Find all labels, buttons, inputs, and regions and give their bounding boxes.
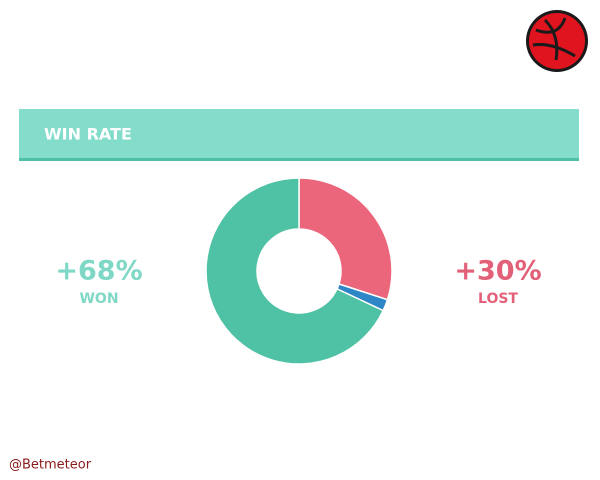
- logo: [526, 10, 588, 72]
- header-border: [19, 158, 579, 161]
- header-bar: [19, 109, 579, 160]
- value-label: +68%: [55, 256, 142, 287]
- value-label: +30%: [454, 256, 541, 287]
- category-label: LOST: [478, 291, 518, 307]
- header-title: WIN RATE: [44, 125, 132, 144]
- credit: @Betmeteor: [9, 458, 92, 473]
- category-label: WON: [79, 291, 118, 307]
- slice: [205, 177, 385, 365]
- donut-chart: +30% LOST +68% WON: [55, 177, 542, 365]
- slice: [298, 177, 393, 301]
